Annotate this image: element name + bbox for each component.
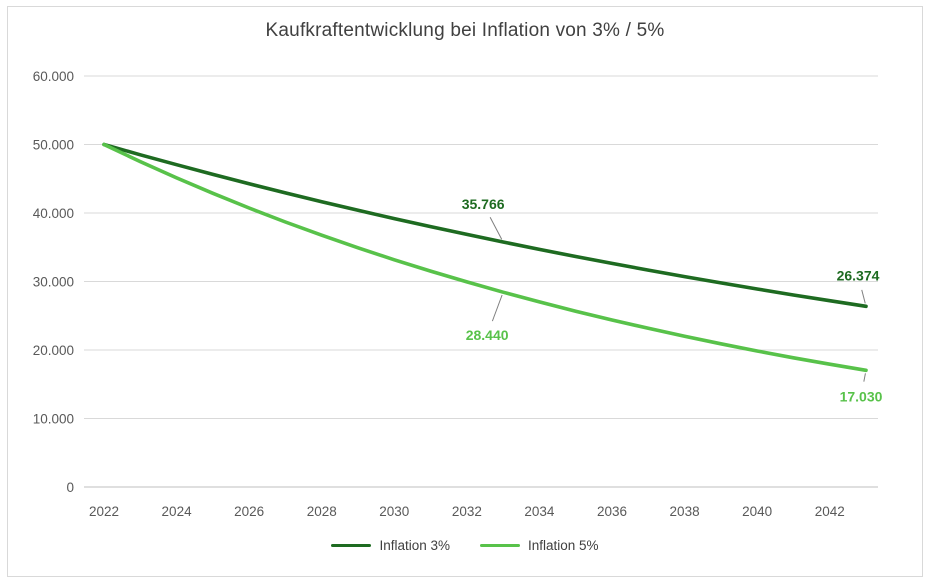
annotation-leader: [863, 373, 866, 382]
x-tick-label: 2032: [452, 504, 482, 519]
legend-swatch-inflation-3: [331, 543, 372, 548]
x-tick-label: 2024: [162, 504, 193, 519]
x-tick-label: 2038: [670, 504, 700, 519]
data-label: 26.374: [837, 267, 880, 283]
data-label: 28.440: [466, 327, 509, 343]
y-tick-label: 0: [66, 480, 74, 495]
legend-label-inflation-5: Inflation 5%: [528, 538, 599, 553]
chart-title: Kaufkraftentwicklung bei Inflation von 3…: [265, 20, 665, 41]
series-line-inflation-3: [102, 142, 868, 309]
legend-item-inflation-5: Inflation 5%: [480, 538, 599, 553]
x-tick-label: 2042: [815, 504, 845, 519]
y-tick-label: 30.000: [33, 275, 74, 290]
annotation-leader: [861, 289, 866, 304]
y-tick-label: 40.000: [33, 206, 74, 221]
x-tick-label: 2036: [597, 504, 627, 519]
legend-item-inflation-3: Inflation 3%: [331, 538, 450, 553]
y-tick-label: 50.000: [33, 138, 74, 153]
y-tick-label: 60.000: [33, 69, 74, 84]
x-tick-label: 2034: [524, 504, 555, 519]
x-tick-label: 2030: [379, 504, 409, 519]
series-line-inflation-5: [102, 142, 868, 373]
legend: Inflation 3% Inflation 5%: [0, 538, 930, 553]
legend-swatch-inflation-5: [480, 543, 520, 548]
y-tick-label: 10.000: [33, 412, 74, 427]
x-tick-label: 2026: [234, 504, 264, 519]
data-label: 17.030: [840, 388, 883, 404]
x-tick-label: 2040: [742, 504, 772, 519]
annotation-leader: [489, 217, 503, 240]
y-tick-label: 20.000: [33, 343, 74, 358]
x-tick-label: 2022: [89, 504, 119, 519]
data-label: 35.766: [462, 196, 505, 212]
x-tick-label: 2028: [307, 504, 337, 519]
legend-label-inflation-3: Inflation 3%: [379, 538, 450, 553]
annotation-leader: [491, 294, 503, 322]
